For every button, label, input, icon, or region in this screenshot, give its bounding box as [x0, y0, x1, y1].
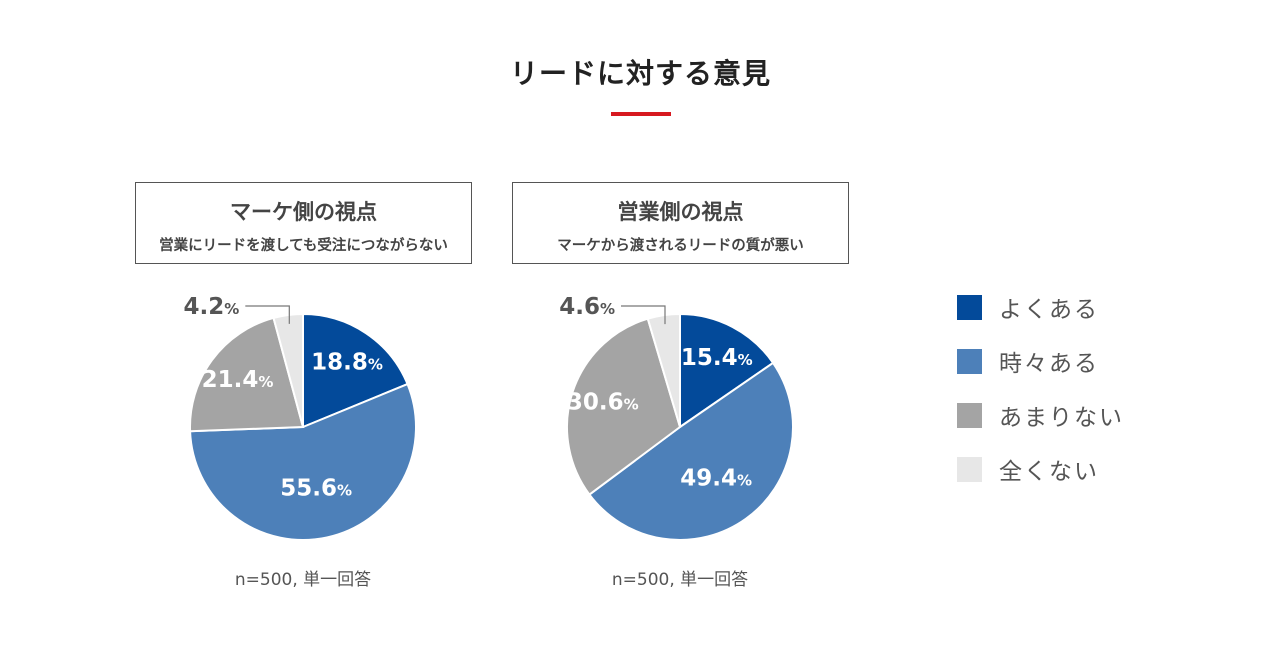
pie-chart-sales: 15.4% 49.4% 30.6% 4.6% — [559, 294, 794, 542]
title-underline — [611, 112, 671, 116]
slice-label-outside: 4.2% — [184, 294, 240, 320]
pie-slice — [646, 312, 681, 428]
chart-1-title: マーケ側の視点 — [230, 200, 377, 224]
legend-label: 全くない — [999, 459, 1099, 485]
legend: よくある 時々ある あまりない 全くない — [957, 294, 1124, 510]
legend-label: あまりない — [999, 405, 1124, 431]
pie-slice — [189, 316, 305, 433]
chart-2-title: 営業側の視点 — [617, 200, 744, 224]
pie-slice — [588, 361, 794, 542]
pie-slice — [189, 382, 417, 541]
legend-label: よくある — [999, 297, 1099, 323]
legend-item: よくある — [957, 294, 1124, 323]
legend-item: 時々ある — [957, 348, 1124, 377]
slice-label: 15.4% — [681, 345, 753, 371]
leader-line — [621, 305, 666, 325]
chart-1-note: n=500, 単一回答 — [234, 570, 372, 590]
chart-2-header: 営業側の視点 マーケから渡されるリードの質が悪い — [512, 182, 849, 264]
chart-2-subtitle: マーケから渡されるリードの質が悪い — [557, 238, 804, 254]
legend-swatch — [957, 348, 982, 374]
pie-slice — [302, 312, 409, 429]
legend-swatch — [957, 456, 982, 482]
pie-chart-marketing: 18.8% 55.6% 21.4% 4.2% — [184, 294, 417, 541]
page-title: リードに対する意見 — [509, 57, 771, 90]
slice-label: 21.4% — [202, 367, 274, 393]
chart-1-header: マーケ側の視点 営業にリードを渡しても受注につながらない — [135, 182, 472, 264]
legend-item: あまりない — [957, 402, 1124, 431]
slice-label-outside: 4.6% — [559, 294, 615, 320]
pie-slice — [566, 317, 682, 496]
leader-line — [245, 305, 290, 324]
legend-swatch — [957, 402, 982, 428]
legend-item: 全くない — [957, 456, 1124, 485]
slice-label: 55.6% — [280, 476, 352, 502]
chart-1-subtitle: 営業にリードを渡しても受注につながらない — [159, 238, 448, 254]
legend-swatch — [957, 294, 982, 320]
chart-2-note: n=500, 単一回答 — [611, 570, 749, 590]
pie-slice — [272, 312, 304, 428]
slice-label: 18.8% — [311, 349, 383, 375]
legend-label: 時々ある — [999, 351, 1099, 377]
slice-label: 30.6% — [567, 389, 639, 415]
pie-slice — [679, 312, 775, 429]
slice-label: 49.4% — [680, 466, 752, 492]
